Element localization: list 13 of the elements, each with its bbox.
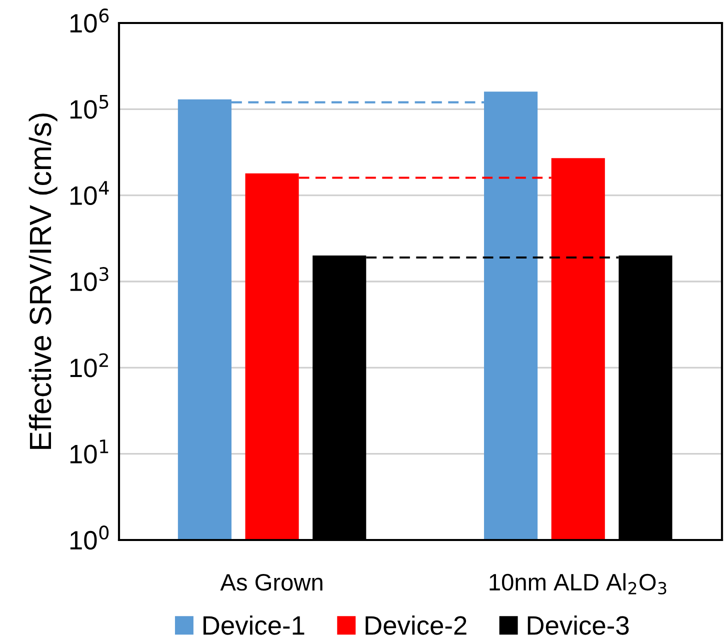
y-tick-label: 10$^{2}$: [70, 353, 108, 378]
y-tick-label: 10$^{1}$: [70, 440, 108, 464]
legend-label: Device-3: [528, 615, 629, 635]
y-tick-label: 10$^{0}$: [70, 526, 109, 550]
y-tick-label: 10$^{3}$: [70, 267, 108, 292]
y-tick-label: 10$^{4}$: [70, 181, 109, 205]
y-tick-label: 10$^{5}$: [70, 94, 108, 119]
x-tick-label: 10nm ALD Al$_{2}$O$_{3}$: [490, 573, 666, 594]
legend-label: Device-2: [366, 615, 466, 635]
y-axis-title: Effective SRV/IRV (cm/s): [28, 114, 58, 449]
y-tick-label: 10$^{6}$: [70, 8, 109, 33]
x-tick-label: As Grown: [220, 574, 322, 591]
legend-label: Device-1: [204, 615, 304, 635]
